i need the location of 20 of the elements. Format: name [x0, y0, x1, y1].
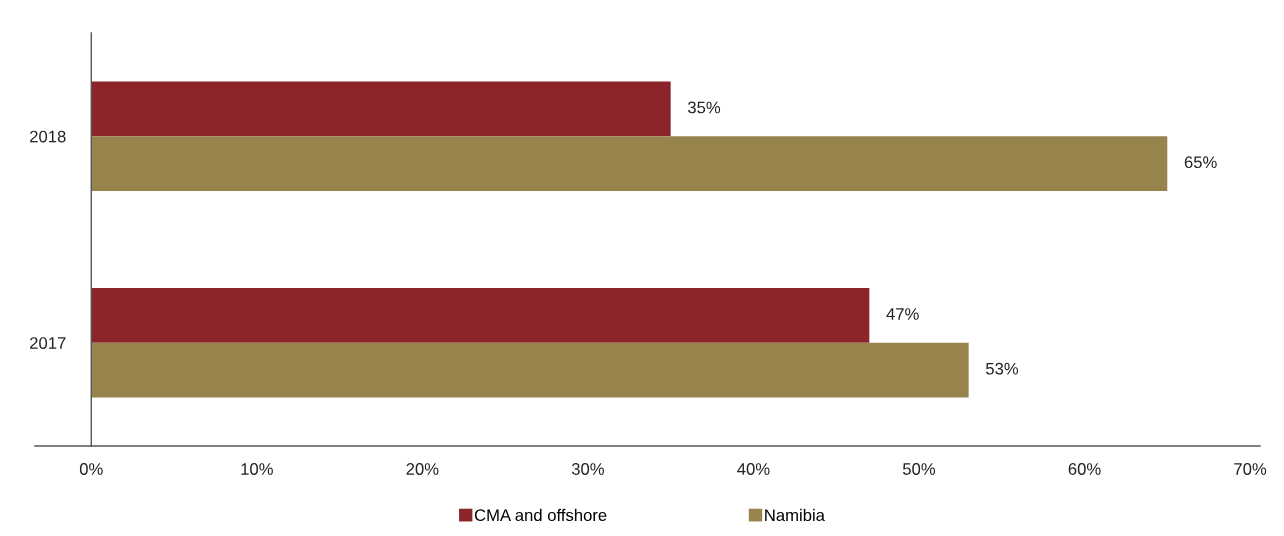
x-tick-label: 60% — [1068, 463, 1101, 475]
x-tick-label: 30% — [571, 463, 604, 475]
x-tick-label: 70% — [1234, 463, 1267, 475]
bar — [91, 288, 870, 343]
legend-label: Namibia — [765, 508, 825, 522]
data-label: 35% — [687, 101, 721, 114]
x-tick-label: 40% — [737, 463, 770, 475]
bar — [91, 81, 671, 137]
y-tick-label: 2017 — [30, 337, 66, 349]
x-tick-label: 20% — [406, 463, 439, 475]
bar — [91, 136, 1168, 191]
bar — [91, 342, 969, 398]
data-label: 65% — [1184, 156, 1217, 169]
x-tick-label: 10% — [241, 463, 273, 475]
x-tick-label: 0% — [79, 463, 103, 475]
legend-label: CMA and offshore — [474, 508, 607, 522]
data-label: 53% — [985, 362, 1019, 375]
data-label: 47% — [886, 308, 919, 320]
y-tick-label: 2018 — [30, 130, 66, 143]
x-tick-label: 50% — [902, 463, 936, 475]
